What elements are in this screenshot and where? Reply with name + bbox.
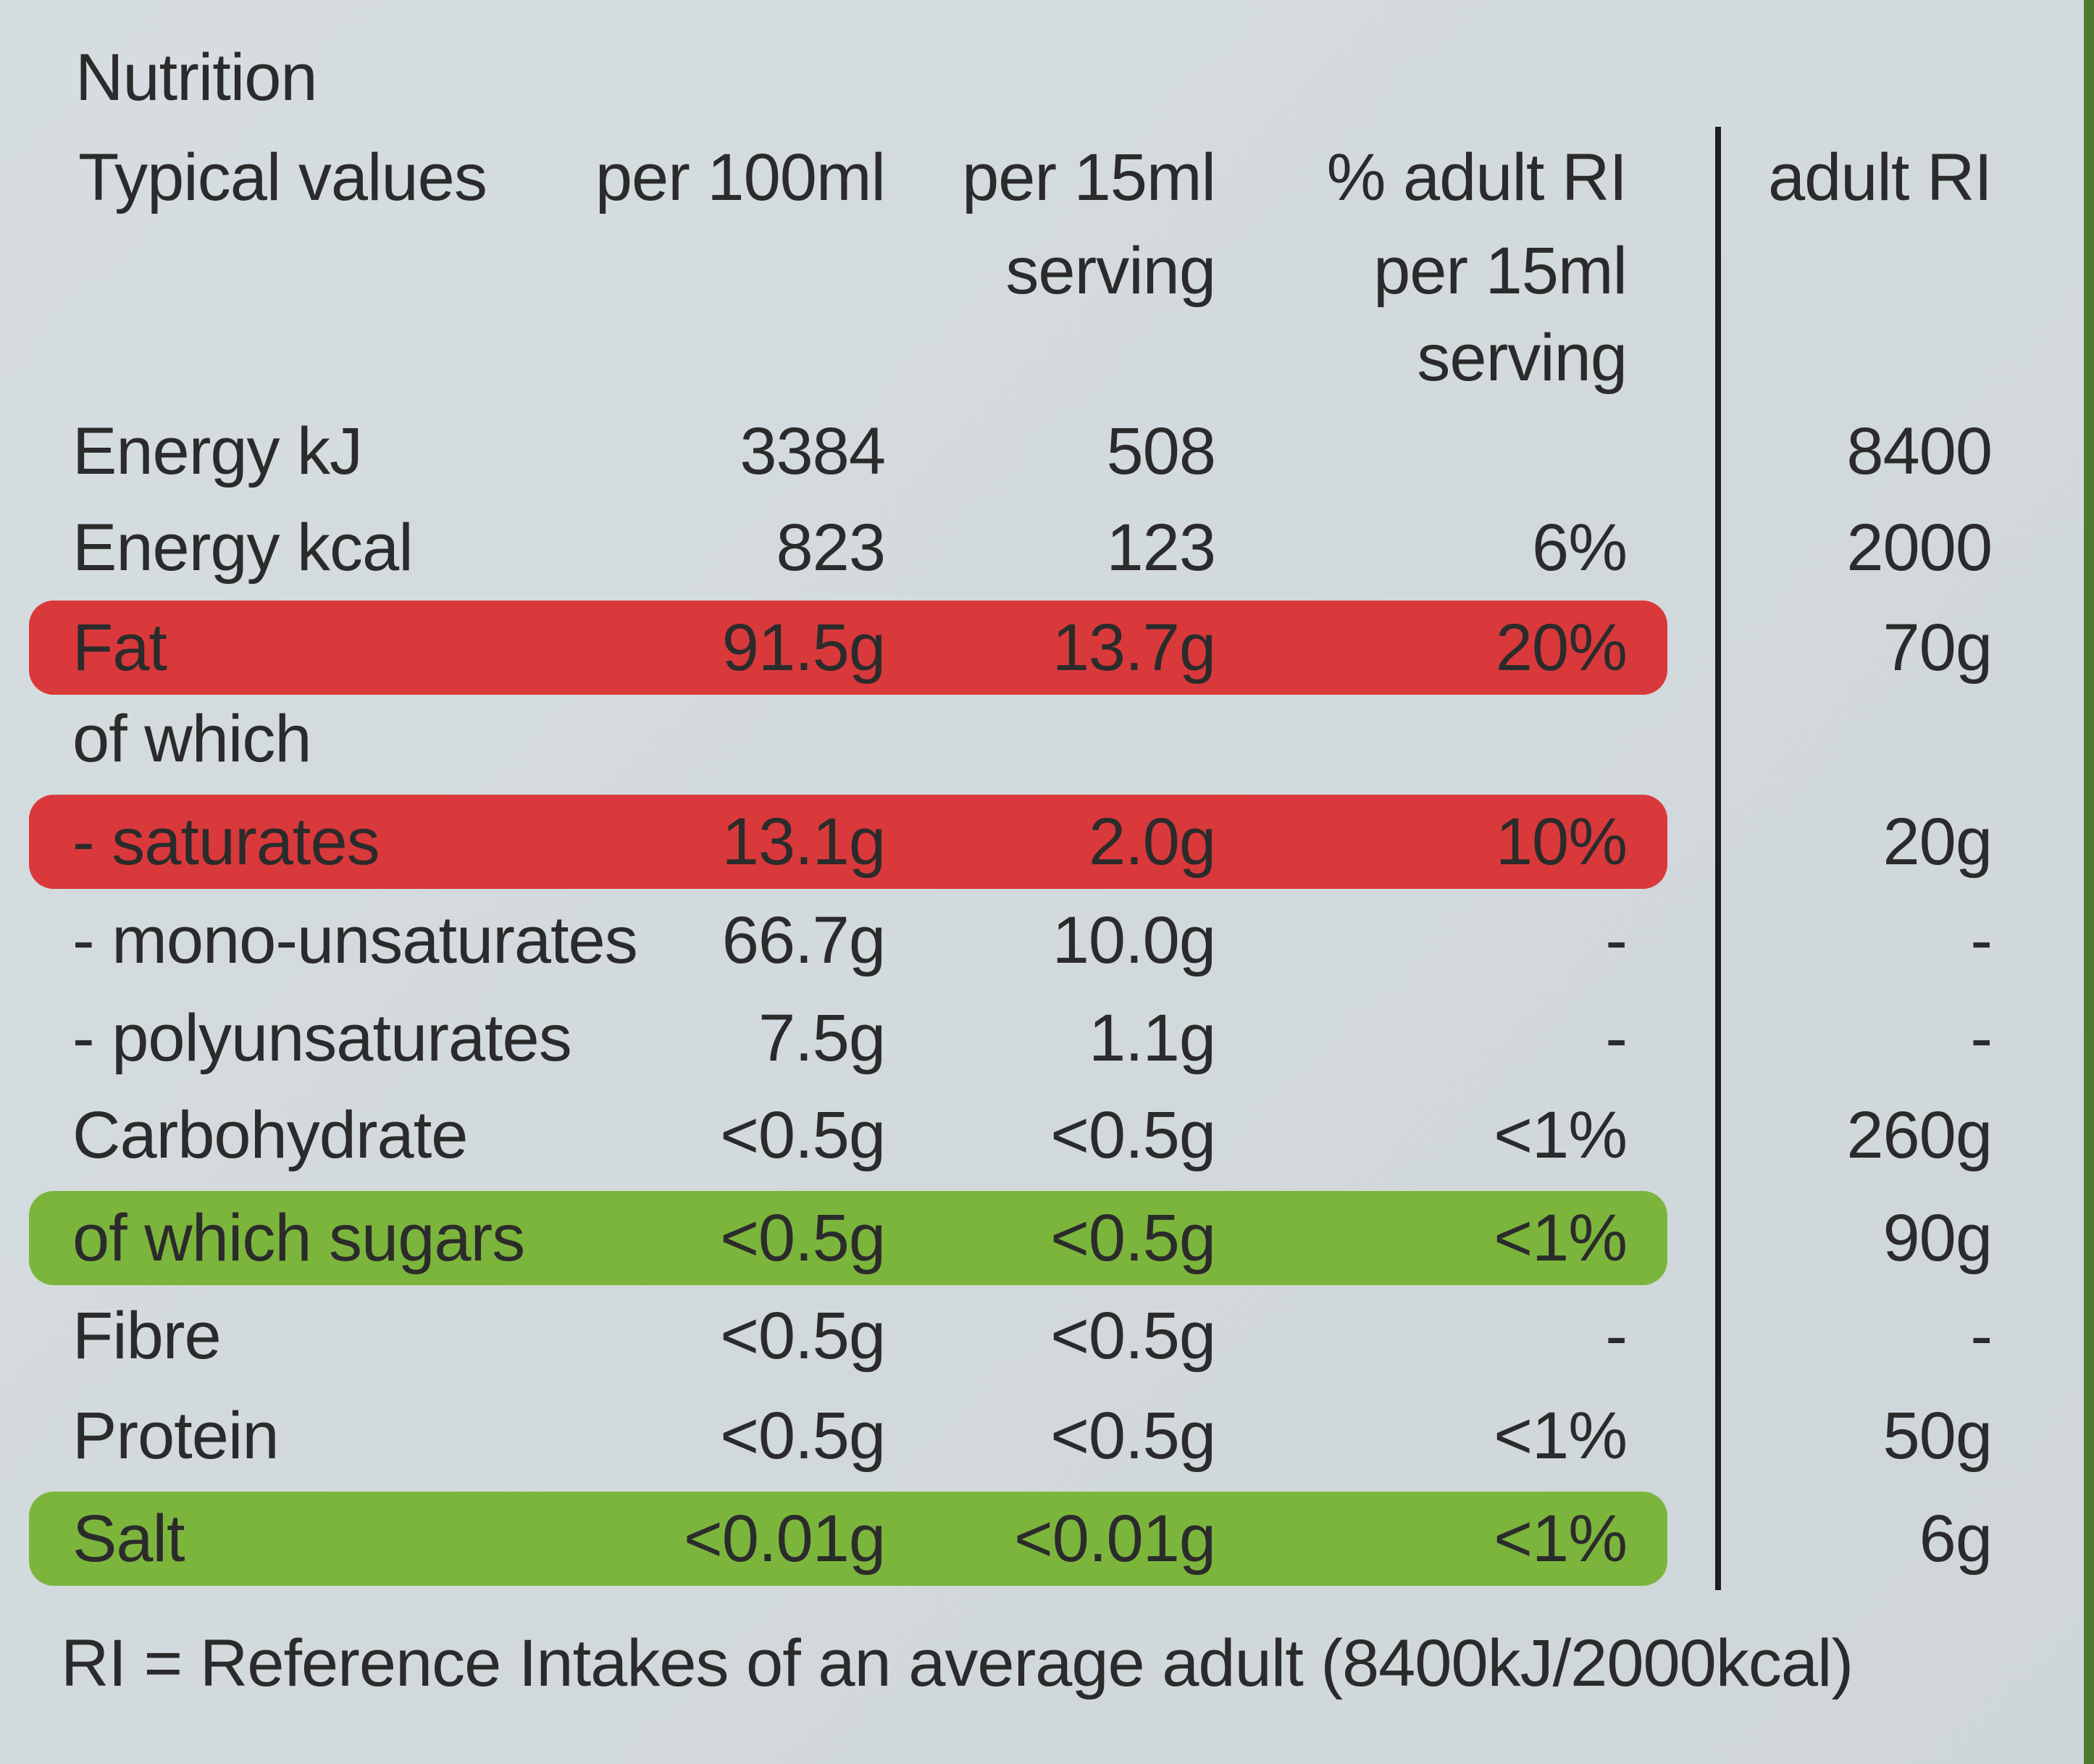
header-cell: per 100ml: [595, 141, 886, 214]
value-cell: 13.7g: [1052, 611, 1216, 685]
value-cell: -: [1605, 1299, 1628, 1373]
value-cell: 10.0g: [1052, 903, 1216, 977]
nutrient-name: Fibre: [72, 1299, 222, 1373]
value-cell: <0.5g: [720, 1201, 886, 1275]
value-cell: <0.5g: [720, 1299, 886, 1373]
value-cell: 66.7g: [721, 903, 886, 977]
value-cell: 10%: [1495, 805, 1628, 879]
value-cell: 2000: [1846, 511, 1993, 585]
nutrient-name: Energy kcal: [72, 511, 414, 585]
value-cell: 70g: [1882, 611, 1993, 685]
nutrient-name: Fat: [72, 611, 167, 685]
value-cell: 1.1g: [1088, 1001, 1216, 1075]
value-cell: <1%: [1494, 1201, 1628, 1275]
header-cell: Typical values: [78, 141, 487, 214]
value-cell: <0.5g: [720, 1399, 886, 1473]
nutrient-name: Energy kJ: [72, 414, 363, 488]
value-cell: 260g: [1846, 1098, 1993, 1172]
value-cell: 20g: [1882, 805, 1993, 879]
value-cell: <0.01g: [1014, 1502, 1216, 1576]
nutrient-name: Protein: [72, 1399, 279, 1473]
header-cell: serving: [1417, 321, 1628, 395]
value-cell: 6%: [1532, 511, 1628, 585]
pack-edge: [2084, 0, 2094, 1764]
value-cell: 13.1g: [721, 805, 886, 879]
value-cell: 123: [1106, 511, 1216, 585]
value-cell: <1%: [1494, 1502, 1628, 1576]
value-cell: -: [1605, 903, 1628, 977]
value-cell: <0.01g: [684, 1502, 886, 1576]
footer: RI = Reference Intakes of an average adu…: [61, 1626, 1854, 1700]
value-cell: 2.0g: [1088, 805, 1216, 879]
value-cell: 3384: [740, 414, 886, 488]
row-highlight: [29, 1191, 1667, 1285]
header-cell: per 15ml: [1373, 234, 1628, 308]
value-cell: -: [1605, 1001, 1628, 1075]
value-cell: <0.5g: [1050, 1201, 1216, 1275]
value-cell: -: [1970, 1299, 1993, 1373]
title: Nutrition: [75, 41, 318, 114]
value-cell: 7.5g: [758, 1001, 886, 1075]
value-cell: -: [1970, 903, 1993, 977]
nutrient-name: - saturates: [72, 805, 380, 879]
value-cell: <0.5g: [1050, 1299, 1216, 1373]
nutrient-name: of which sugars: [72, 1201, 525, 1275]
nutrient-name: - polyunsaturates: [72, 1001, 572, 1075]
value-cell: 508: [1106, 414, 1216, 488]
nutrient-name: Salt: [72, 1502, 185, 1576]
column-divider: [1715, 127, 1721, 1590]
value-cell: 823: [776, 511, 886, 585]
header-cell: per 15ml: [962, 141, 1216, 214]
header-cell: % adult RI: [1326, 141, 1628, 214]
value-cell: 20%: [1495, 611, 1628, 685]
nutrient-name: - mono-unsaturates: [72, 903, 638, 977]
nutrient-name: of which: [72, 702, 311, 776]
value-cell: -: [1970, 1001, 1993, 1075]
header-cell: adult RI: [1767, 141, 1993, 214]
value-cell: 6g: [1919, 1502, 1993, 1576]
value-cell: <0.5g: [1050, 1399, 1216, 1473]
value-cell: 50g: [1882, 1399, 1993, 1473]
value-cell: 90g: [1882, 1201, 1993, 1275]
nutrient-name: Carbohydrate: [72, 1098, 468, 1172]
value-cell: 8400: [1846, 414, 1993, 488]
value-cell: 91.5g: [721, 611, 886, 685]
value-cell: <0.5g: [720, 1098, 886, 1172]
header-cell: serving: [1005, 234, 1216, 308]
row-highlight: [29, 795, 1667, 889]
value-cell: <1%: [1494, 1399, 1628, 1473]
row-highlight: [29, 1492, 1667, 1586]
value-cell: <1%: [1494, 1098, 1628, 1172]
value-cell: <0.5g: [1050, 1098, 1216, 1172]
row-highlight: [29, 601, 1667, 695]
